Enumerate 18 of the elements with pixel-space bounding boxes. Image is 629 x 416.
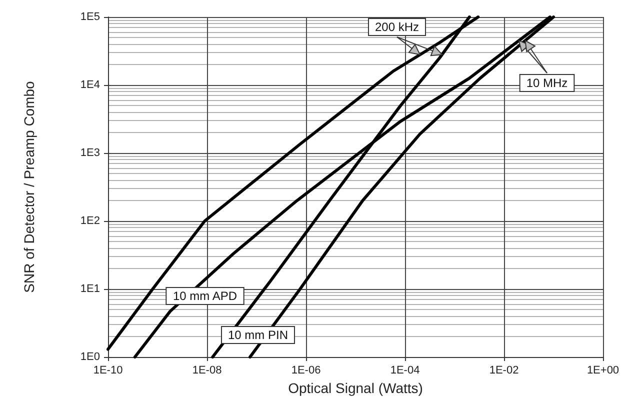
y-tick-label: 1E3 <box>80 147 100 159</box>
x-axis-title: Optical Signal (Watts) <box>288 380 423 396</box>
y-tick-label: 1E5 <box>80 11 100 23</box>
x-tick-label: 1E-04 <box>390 364 420 376</box>
y-axis-title: SNR of Detector / Preamp Combo <box>21 80 37 293</box>
y-tick-label: 1E2 <box>80 215 100 227</box>
x-tick-label: 1E-10 <box>93 364 123 376</box>
y-tick-label: 1E1 <box>80 283 100 295</box>
annotation: 10 MHz <box>526 76 568 90</box>
annotation: 10 mm APD <box>172 289 238 303</box>
x-tick-label: 1E-02 <box>489 364 519 376</box>
y-tick-label: 1E0 <box>80 351 100 363</box>
y-tick-label: 1E4 <box>80 79 100 91</box>
annotation: 10 mm PIN <box>228 328 288 342</box>
x-tick-label: 1E-06 <box>291 364 321 376</box>
x-tick-label: 1E+00 <box>586 364 620 376</box>
annotation: 200 kHz <box>374 20 420 34</box>
x-tick-label: 1E-08 <box>192 364 222 376</box>
